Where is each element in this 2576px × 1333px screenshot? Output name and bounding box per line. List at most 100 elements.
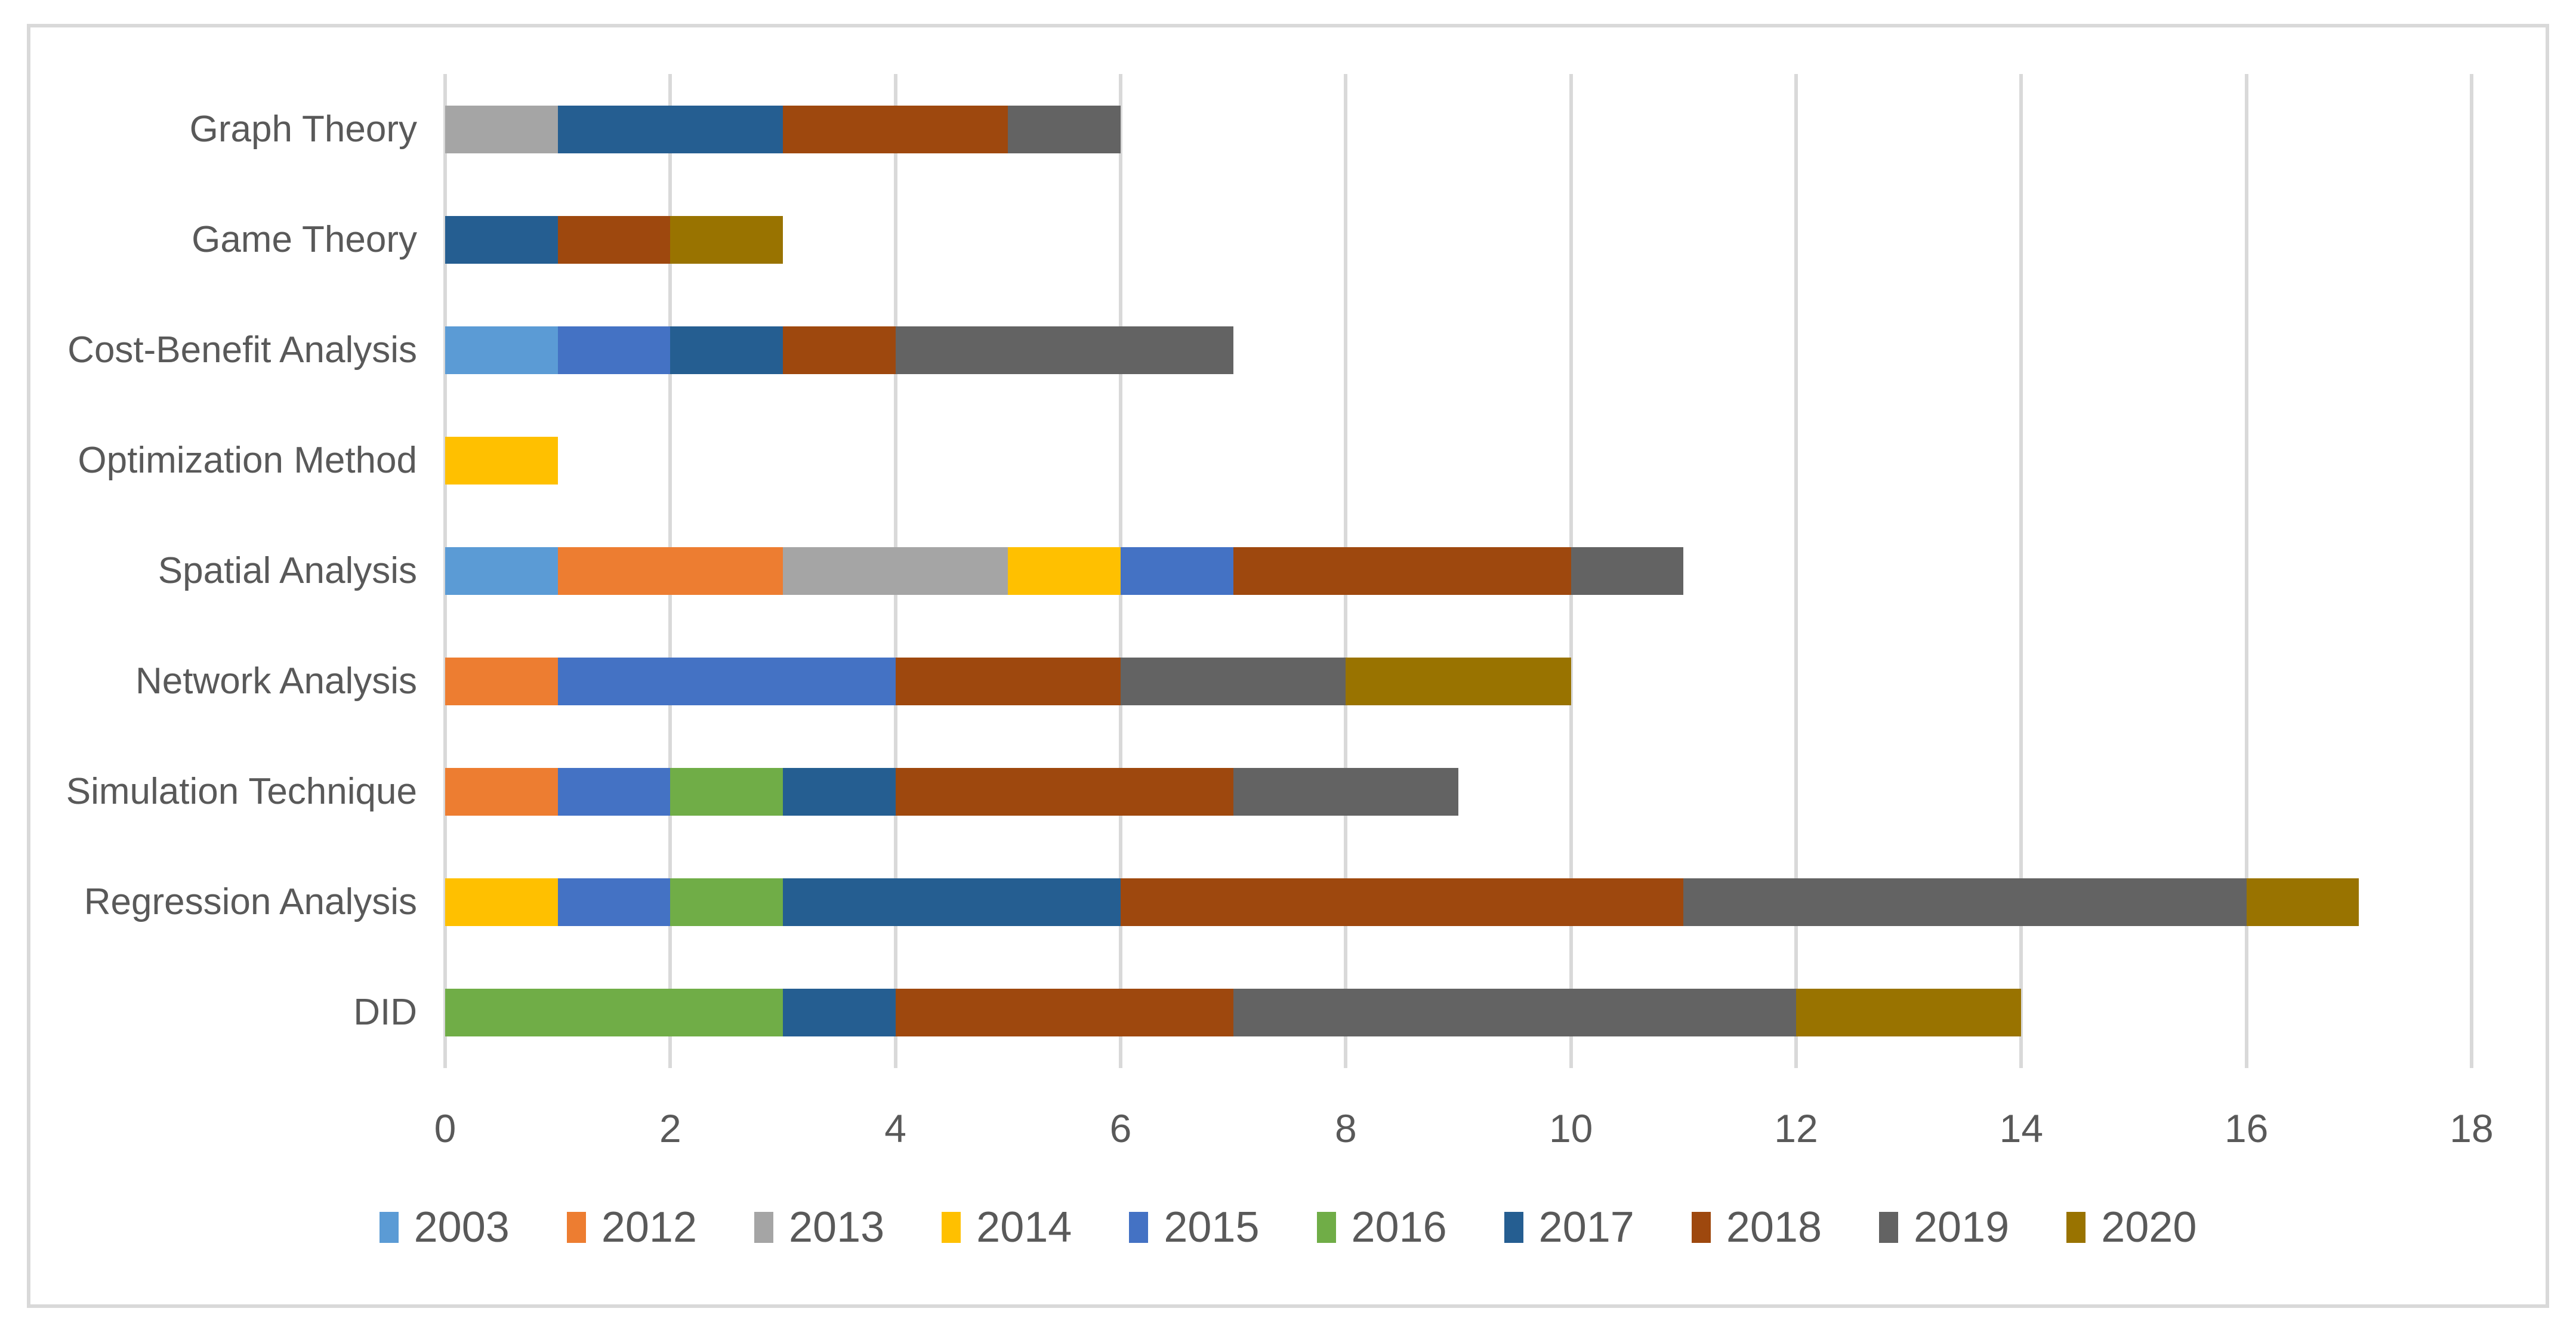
bar-segment (1796, 989, 2022, 1037)
bar-row (445, 215, 2472, 264)
bar-segment (782, 547, 1008, 595)
legend-label: 2016 (1351, 1204, 1447, 1251)
category-label: Spatial Analysis (158, 550, 417, 591)
bar-segment (1120, 547, 1233, 595)
x-axis-tick-labels: 0 2 4 6 8 10 12 14 16 18 (434, 1092, 2494, 1152)
plot-area (443, 74, 2473, 1068)
category-label: Graph Theory (189, 108, 417, 150)
bar-segment (782, 326, 896, 374)
legend-label: 2015 (1164, 1204, 1260, 1251)
legend-item: 2015 (1129, 1204, 1260, 1251)
bar-segment (670, 215, 783, 264)
bar-segment (2246, 878, 2359, 927)
legend-item: 2016 (1316, 1204, 1447, 1251)
legend-swatch-icon (2066, 1212, 2086, 1243)
category-label: DID (353, 992, 417, 1033)
legend-item: 2013 (754, 1206, 884, 1249)
bar-segment (445, 215, 558, 264)
bar-segment (557, 105, 783, 153)
bar-segment (1008, 105, 1121, 153)
x-axis-tick-label: 18 (2449, 1106, 2494, 1150)
category-label: Optimization Method (78, 439, 417, 481)
bar-segment (557, 768, 671, 816)
gridline (2244, 74, 2248, 1068)
legend-label: 2019 (1914, 1204, 2010, 1251)
legend-label: 2017 (1538, 1204, 1634, 1251)
gridline (2470, 74, 2473, 1068)
legend-item: 2014 (942, 1206, 1072, 1249)
legend-swatch-icon (566, 1212, 586, 1243)
legend-swatch-icon (754, 1212, 773, 1243)
bar-segment (895, 768, 1233, 816)
legend-label: 2018 (1726, 1204, 1822, 1251)
legend-label: 2013 (788, 1204, 885, 1251)
bar-segment (445, 326, 558, 374)
bar-segment (1120, 878, 1684, 927)
x-axis-tick-label: 2 (659, 1106, 681, 1150)
bar-segment (445, 436, 558, 485)
legend-item: 2020 (2066, 1206, 2196, 1249)
y-axis-category-labels: Graph Theory Game Theory Cost-Benefit Anal… (30, 74, 417, 1068)
x-axis-tick-label: 8 (1334, 1106, 1357, 1150)
bar-row (445, 436, 2472, 485)
gridline (2019, 74, 2023, 1068)
bar-row (445, 105, 2472, 153)
legend-swatch-icon (379, 1212, 399, 1243)
legend-swatch-icon (942, 1212, 961, 1243)
category-label: Cost-Benefit Analysis (67, 329, 417, 371)
bar-segment (557, 326, 671, 374)
bar-segment (670, 326, 783, 374)
gridline (1794, 74, 1798, 1068)
bar-segment (1571, 547, 1684, 595)
bar-segment (1120, 658, 1346, 706)
legend-label: 2012 (601, 1204, 697, 1251)
bar-segment (782, 878, 1121, 927)
x-axis-tick-label: 14 (1999, 1106, 2044, 1150)
bar-segment (1233, 547, 1571, 595)
x-axis-tick-label: 0 (434, 1106, 456, 1150)
bar-segment (782, 768, 896, 816)
bar-segment (895, 658, 1121, 706)
category-label: Simulation Technique (66, 771, 417, 813)
legend-label: 2003 (414, 1204, 510, 1251)
bar-segment (445, 768, 558, 816)
legend-swatch-icon (1129, 1212, 1149, 1243)
bar-row (445, 547, 2472, 595)
x-axis-tick-label: 16 (2224, 1106, 2269, 1150)
x-axis-tick-label: 6 (1109, 1106, 1132, 1150)
legend-item: 2003 (379, 1204, 510, 1251)
chart-frame: Graph Theory Game Theory Cost-Benefit Anal… (27, 24, 2549, 1308)
bar-row (445, 326, 2472, 374)
bar-segment (782, 989, 896, 1037)
legend-item: 2019 (1879, 1206, 2009, 1249)
bar-segment (445, 658, 558, 706)
bar-row (445, 658, 2472, 706)
bar-segment (895, 326, 1233, 374)
bar-segment (445, 989, 783, 1037)
legend-swatch-icon (1691, 1212, 1711, 1243)
bar-row (445, 878, 2472, 927)
legend-swatch-icon (1316, 1212, 1336, 1243)
legend-item: 2017 (1504, 1206, 1634, 1249)
bar-segment (557, 547, 783, 595)
legend-label: 2014 (976, 1204, 1072, 1251)
bar-segment (557, 658, 896, 706)
bar-segment (1346, 658, 1571, 706)
bar-segment (445, 547, 558, 595)
legend-swatch-icon (1879, 1212, 1899, 1243)
category-label: Network Analysis (135, 661, 417, 702)
bar-segment (1008, 547, 1121, 595)
bar-segment (1233, 989, 1796, 1037)
bar-segment (557, 878, 671, 927)
bar-segment (895, 989, 1233, 1037)
bar-row (445, 768, 2472, 816)
x-axis-tick-label: 12 (1774, 1106, 1818, 1150)
legend-swatch-icon (1504, 1212, 1523, 1243)
legend-item: 2012 (566, 1204, 697, 1251)
legend-label: 2020 (2101, 1204, 2197, 1251)
category-label: Regression Analysis (84, 881, 417, 923)
legend-item: 2018 (1691, 1204, 1822, 1251)
bar-segment (1233, 768, 1458, 816)
bar-segment (782, 105, 1008, 153)
bar-segment (1683, 878, 2247, 927)
